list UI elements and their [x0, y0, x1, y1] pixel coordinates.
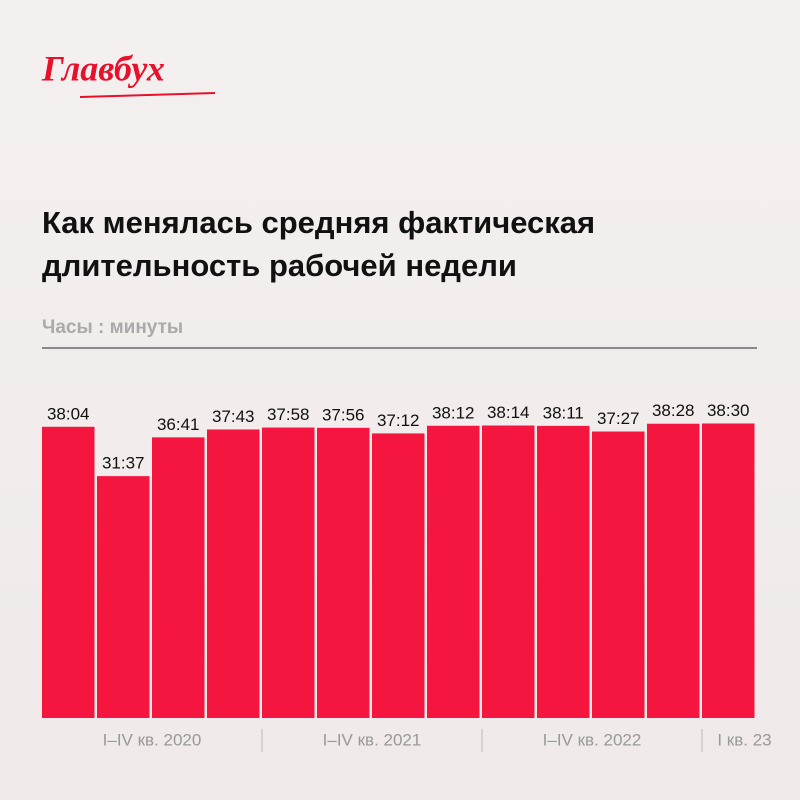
- bar: [262, 427, 315, 718]
- value-label: 38:11: [543, 403, 584, 422]
- value-label: 38:28: [652, 401, 695, 420]
- bar: [42, 426, 95, 718]
- bar: [152, 437, 205, 718]
- value-label: 36:41: [157, 415, 200, 434]
- value-label: 38:04: [47, 404, 90, 423]
- value-label: 37:56: [322, 405, 365, 424]
- chart-title: длительность рабочей недели: [42, 248, 517, 283]
- value-label: 38:30: [707, 401, 750, 420]
- value-label: 37:27: [597, 409, 640, 428]
- group-label: I кв. 23: [717, 730, 771, 749]
- value-label: 38:12: [432, 403, 475, 422]
- bar: [207, 429, 260, 718]
- subtitle: Часы : минуты: [42, 317, 183, 338]
- bar: [427, 425, 480, 718]
- group-label: I–IV кв. 2020: [103, 730, 202, 749]
- bar: [592, 431, 645, 718]
- logo: Главбух: [41, 48, 165, 88]
- logo-underline: [79, 92, 216, 98]
- bar: [647, 423, 700, 718]
- bar: [372, 433, 425, 718]
- bar: [317, 427, 370, 718]
- value-label: 37:58: [267, 405, 310, 424]
- group-label: I–IV кв. 2021: [323, 730, 422, 749]
- value-label: 37:43: [212, 407, 255, 426]
- value-label: 31:37: [102, 454, 145, 473]
- group-label: I–IV кв. 2022: [543, 730, 642, 749]
- bar: [702, 423, 755, 718]
- value-label: 37:12: [377, 411, 420, 430]
- chart-title: Как менялась средняя фактическая: [42, 205, 595, 240]
- bar: [482, 425, 535, 718]
- bar: [537, 425, 590, 718]
- value-label: 38:14: [487, 403, 530, 422]
- bar: [97, 476, 150, 718]
